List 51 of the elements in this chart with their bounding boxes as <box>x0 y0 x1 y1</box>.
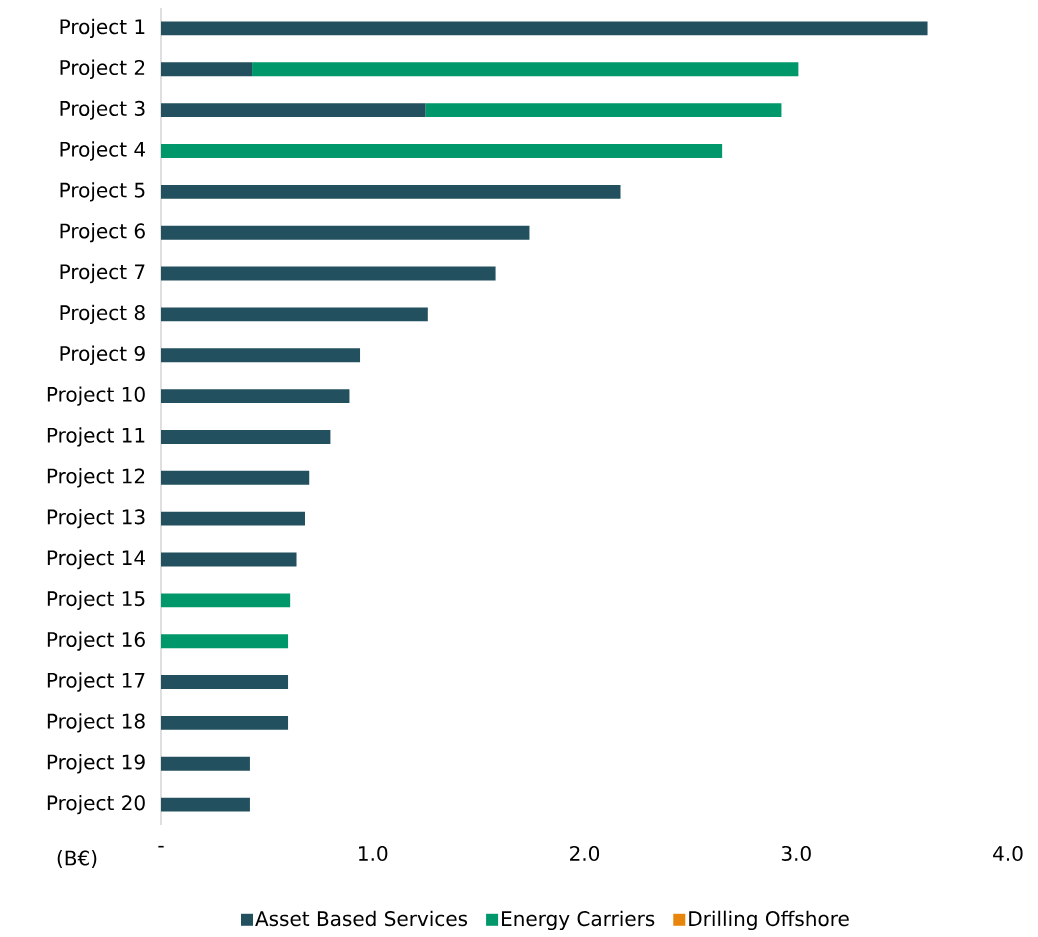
bar <box>161 103 426 118</box>
x-tick-label: 1.0 <box>359 845 388 861</box>
bar <box>161 307 428 322</box>
bar <box>161 675 289 689</box>
y-tick-label: Project 11 <box>47 427 145 447</box>
bar <box>161 389 350 404</box>
bar <box>161 21 928 36</box>
bar <box>161 593 291 608</box>
bar <box>161 552 297 567</box>
bar <box>161 511 305 526</box>
y-tick-label: Project 15 <box>47 590 145 611</box>
legend-label: Asset Based Services <box>255 910 468 927</box>
bar <box>425 103 782 118</box>
bar <box>161 634 289 649</box>
x-axis-title: (B€) <box>57 850 97 868</box>
y-tick-label: Project 18 <box>47 713 145 733</box>
bar <box>161 62 253 77</box>
y-tick-label: Project 14 <box>47 549 146 570</box>
bar <box>161 225 530 240</box>
y-tick-label: Project 3 <box>60 100 145 120</box>
y-tick-label: Project 19 <box>47 754 145 774</box>
bar <box>161 184 621 199</box>
y-tick-label: Project 20 <box>47 794 145 815</box>
x-tick-label: - <box>158 845 164 848</box>
y-tick-label: Project 7 <box>60 263 145 284</box>
x-tick-label: 3.0 <box>781 845 811 861</box>
bar <box>161 797 250 812</box>
bar <box>161 470 310 485</box>
bar <box>161 756 250 771</box>
y-tick-label: Project 8 <box>60 304 145 325</box>
y-tick-label: Project 5 <box>60 182 145 202</box>
y-tick-label: Project 16 <box>47 631 145 651</box>
y-tick-label: Project 17 <box>47 672 145 692</box>
y-tick-label: Project 9 <box>60 345 145 365</box>
x-tick-label: 4.0 <box>993 845 1023 861</box>
legend-label: Energy Carriers <box>502 910 655 931</box>
bar <box>161 715 289 730</box>
bar <box>161 429 331 444</box>
bar <box>252 62 799 77</box>
y-tick-label: Project 4 <box>60 141 146 161</box>
legend-label: Drilling Offshore <box>689 910 849 931</box>
y-tick-label: Project 2 <box>60 59 145 79</box>
x-tick-label: 2.0 <box>570 845 600 861</box>
y-tick-label: Project 12 <box>47 468 145 488</box>
bar <box>161 348 361 363</box>
y-tick-label: Project 10 <box>47 386 145 406</box>
bar <box>161 266 496 281</box>
y-tick-label: Project 13 <box>47 508 145 529</box>
y-tick-label: Project 1 <box>60 18 145 39</box>
bar <box>161 144 723 158</box>
y-tick-label: Project 6 <box>60 223 145 243</box>
